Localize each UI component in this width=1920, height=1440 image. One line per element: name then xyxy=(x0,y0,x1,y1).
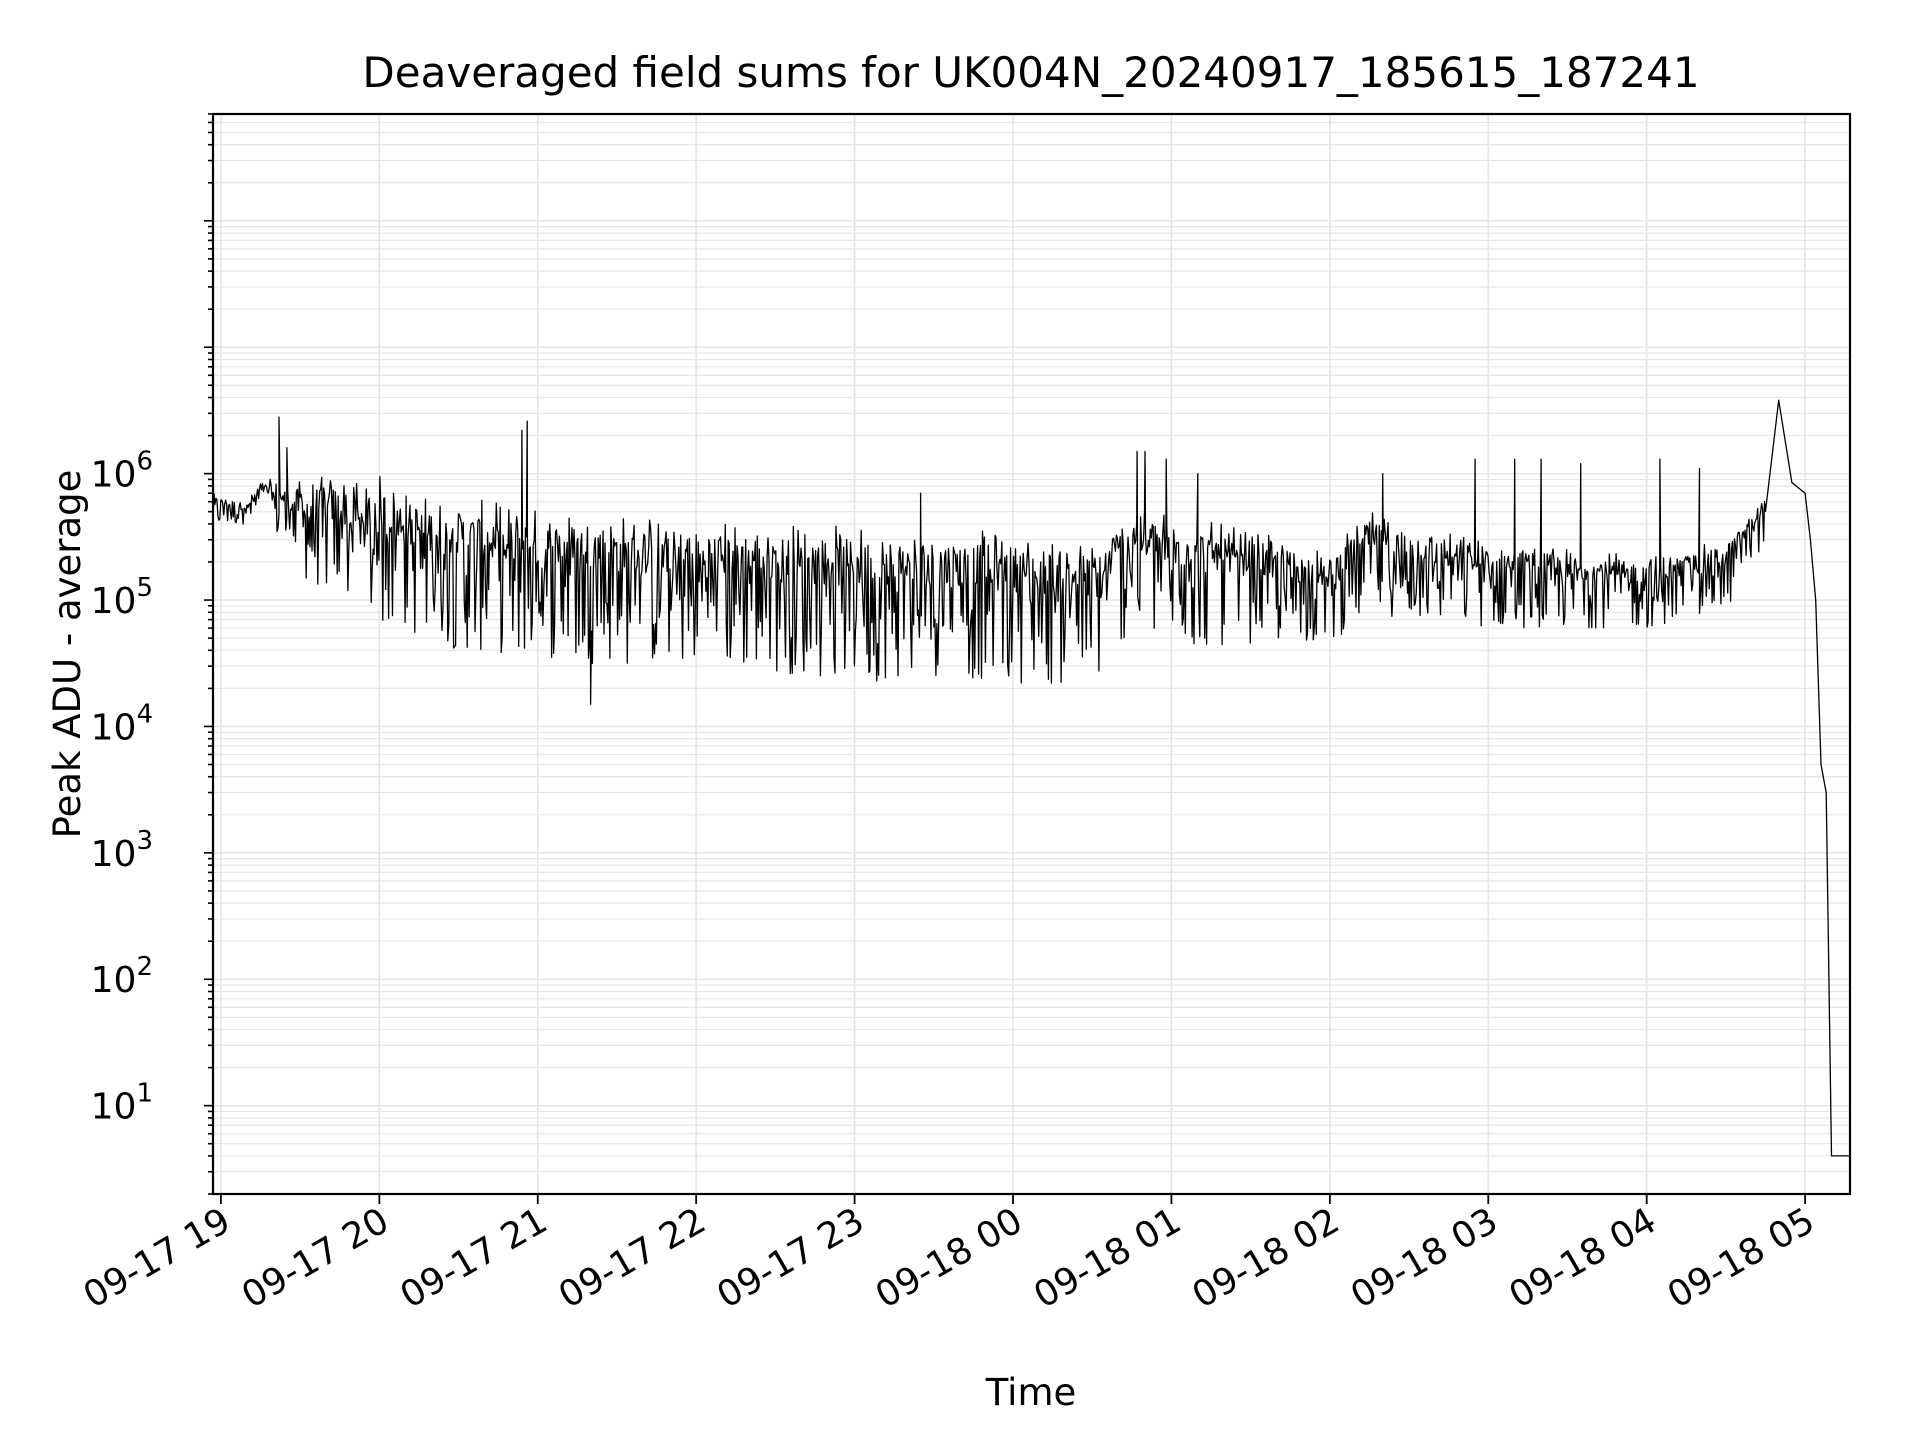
y-tick-base: 10 xyxy=(91,581,137,622)
y-tick-base: 10 xyxy=(91,455,137,496)
y-axis-label: Peak ADU - average xyxy=(46,470,89,839)
plot-frame xyxy=(211,112,1852,1196)
y-tick-exponent: 5 xyxy=(136,573,153,603)
y-tick-exponent: 2 xyxy=(136,952,153,982)
y-tick-exponent: 1 xyxy=(136,1079,153,1109)
y-tick-label: 105 xyxy=(91,573,153,622)
chart-title: Deaveraged field sums for UK004N_2024091… xyxy=(362,48,1699,97)
y-tick-label: 103 xyxy=(91,826,153,875)
x-axis-label: Time xyxy=(985,1371,1077,1414)
y-tick-exponent: 6 xyxy=(136,447,153,477)
grid xyxy=(213,113,1850,1195)
y-tick-label: 102 xyxy=(91,952,153,1001)
y-tick-base: 10 xyxy=(91,834,137,875)
y-tick-base: 10 xyxy=(91,960,137,1001)
y-tick-label: 101 xyxy=(91,1079,153,1128)
y-tick-base: 10 xyxy=(91,1087,137,1128)
y-tick-base: 10 xyxy=(91,707,137,748)
series-line xyxy=(212,399,1850,1157)
y-tick-label: 104 xyxy=(91,699,153,748)
y-tick-exponent: 3 xyxy=(136,826,153,856)
y-tick-exponent: 4 xyxy=(136,699,153,729)
data-series-path xyxy=(212,399,1850,1157)
y-tick-label: 106 xyxy=(91,447,153,496)
